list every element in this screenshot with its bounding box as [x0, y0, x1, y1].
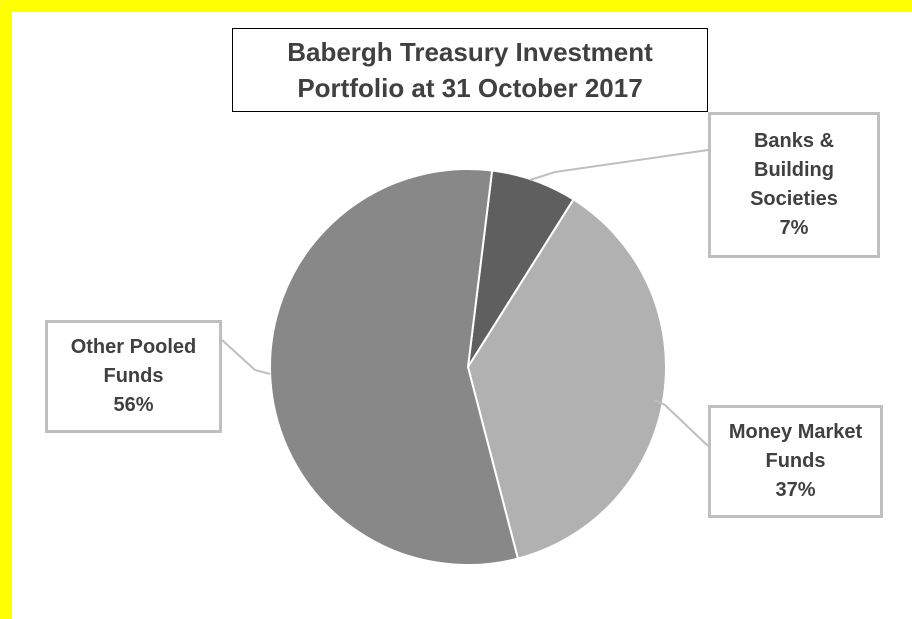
chart-title: Babergh Treasury Investment Portfolio at… [287, 37, 653, 103]
pie-slice [269, 168, 520, 566]
value-label: 7% [779, 217, 809, 239]
value-label: 37% [775, 479, 816, 501]
leader-line [654, 399, 709, 447]
label-box: Money Market Funds 37% [708, 405, 883, 518]
data-label: Banks & Building Societies 7% [739, 127, 849, 243]
data-label: Other Pooled Funds 56% [54, 333, 214, 420]
category-label: Banks & Building Societies [750, 130, 838, 210]
title-box: Babergh Treasury Investment Portfolio at… [232, 28, 708, 112]
slices [269, 168, 667, 566]
value-label: 56% [113, 394, 154, 416]
data-label: Money Market Funds 37% [728, 418, 864, 505]
category-label: Money Market Funds [728, 421, 863, 472]
yellow-border [0, 0, 912, 12]
category-label: Other Pooled Funds [70, 336, 197, 387]
yellow-border [0, 0, 12, 619]
leader-line [529, 149, 709, 181]
label-box: Banks & Building Societies 7% [708, 112, 880, 258]
leader-line [221, 339, 271, 375]
pie-slice [466, 198, 667, 560]
label-box: Other Pooled Funds 56% [45, 320, 222, 433]
